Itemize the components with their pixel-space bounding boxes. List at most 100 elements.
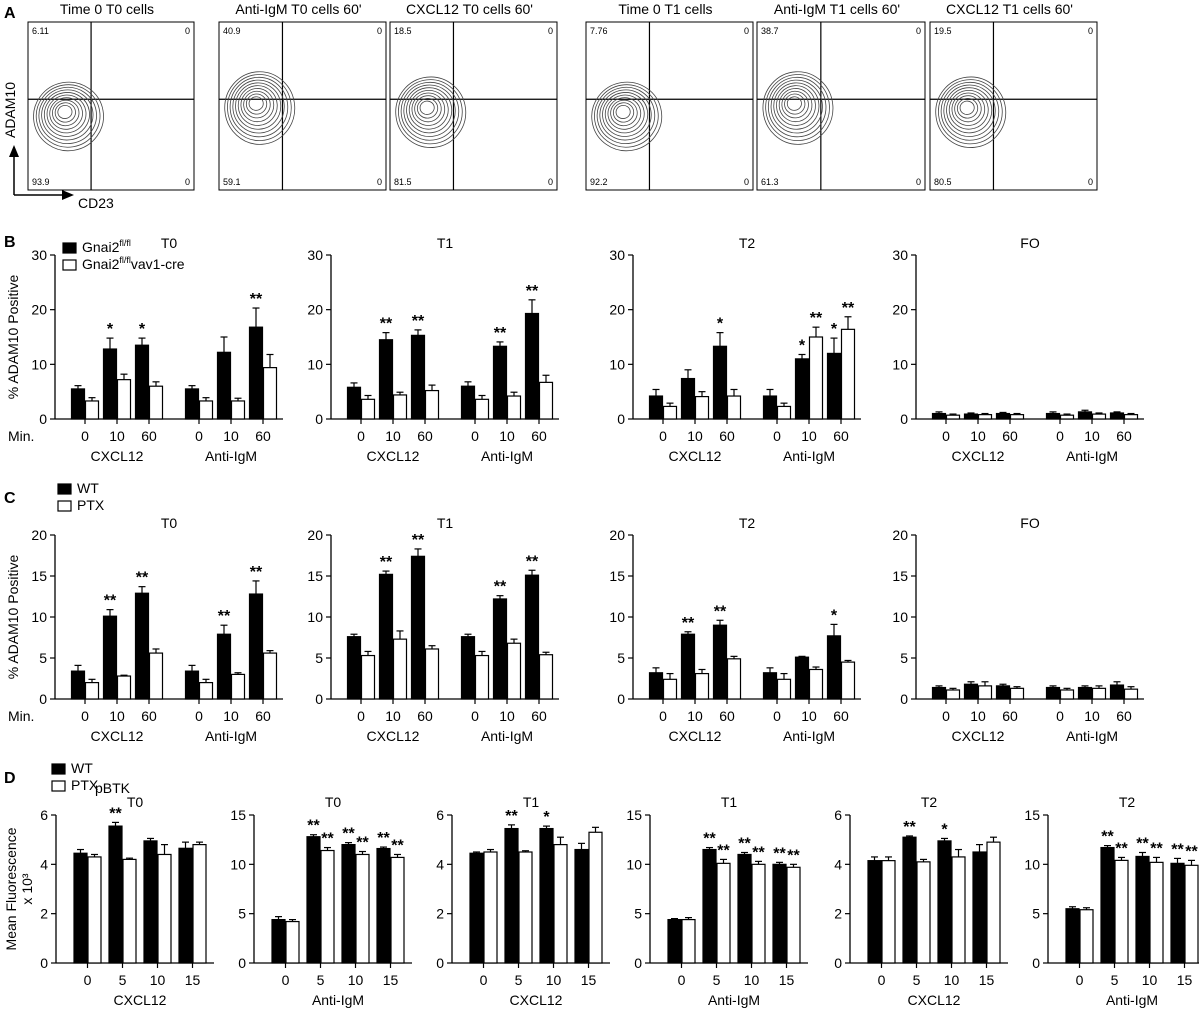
x-tick-label: 10: [348, 972, 364, 988]
x-tick-label: 10: [109, 428, 125, 444]
y-tick-label: 15: [626, 807, 642, 823]
flow-contour-ring: [610, 99, 638, 127]
legend-entry: WT: [71, 760, 93, 776]
y-tick-label: 0: [315, 411, 323, 427]
quadrant-lower-right-value: 0: [548, 177, 553, 187]
group-label: CXCL12: [510, 992, 563, 1008]
bar-open: [751, 863, 766, 964]
significance-marker: **: [321, 831, 334, 848]
flow-contour-ring: [940, 81, 1000, 141]
flow-contour-ring: [607, 97, 642, 130]
bar-filled: [73, 852, 88, 964]
significance-marker: **: [494, 579, 507, 596]
flow-contour-ring: [773, 82, 820, 130]
group-label: CXCL12: [669, 448, 722, 464]
significance-marker: **: [377, 830, 390, 847]
bar-filled: [70, 388, 86, 420]
bar-open: [424, 648, 440, 700]
bar-filled: [667, 918, 682, 964]
group-label: CXCL12: [952, 448, 1005, 464]
legend-swatch: [62, 259, 77, 271]
bar-filled: [648, 672, 664, 700]
y-tick-label: 4: [40, 856, 48, 872]
significance-marker: *: [543, 809, 550, 826]
quadrant-upper-left-value: 40.9: [223, 26, 241, 36]
flow-contour-ring: [776, 85, 816, 126]
bar-open: [588, 831, 603, 964]
flow-contour-ring: [403, 84, 456, 137]
flow-contour-ring: [227, 74, 292, 141]
bar-filled: [70, 670, 86, 700]
bar-open: [1009, 414, 1025, 420]
flow-contours: [935, 76, 1007, 148]
significance-marker: *: [831, 321, 838, 338]
group-label: Anti-IgM: [312, 992, 364, 1008]
flow-contour-ring: [400, 81, 460, 141]
bar-filled: [1065, 908, 1080, 964]
chart-title: T0: [161, 235, 178, 251]
flow-contour-ring: [46, 94, 87, 134]
y-tick-label: 5: [634, 906, 642, 922]
x-tick-label: 0: [480, 972, 488, 988]
x-tick-label: 0: [195, 708, 203, 724]
x-tick-label: 0: [1076, 972, 1084, 988]
y-tick-label: 2: [436, 906, 444, 922]
chart-title: T2: [921, 794, 938, 810]
y-tick-label: 15: [230, 807, 246, 823]
legend-entry-superscript: fl/fl: [119, 255, 131, 265]
bar-open: [776, 678, 792, 700]
quadrant-lower-left-value: 93.9: [32, 177, 50, 187]
bar-filled: [1045, 412, 1061, 420]
x-tick-label: 15: [185, 972, 201, 988]
x-tick-label: 5: [515, 972, 523, 988]
bar-filled: [963, 683, 979, 700]
bar-open: [360, 398, 376, 420]
bar-filled: [995, 685, 1011, 700]
bar-open: [1079, 909, 1094, 964]
chart-d-t0: 0 2 4 6 T0 ** 0 5 10 15 CXCL12 Mean Fluorescence x 1…: [3, 794, 214, 1008]
x-tick-label: 5: [119, 972, 127, 988]
bar-filled: [826, 635, 842, 700]
significance-marker: *: [107, 321, 114, 338]
bar-open: [1059, 414, 1075, 420]
panel-letter-c: C: [4, 490, 16, 507]
x-tick-label: 0: [1056, 428, 1064, 444]
significance-marker: **: [526, 553, 539, 570]
x-tick-label: 60: [531, 428, 547, 444]
significance-marker: **: [1171, 841, 1184, 858]
bar-filled: [492, 598, 508, 700]
bar-filled: [184, 670, 200, 700]
y-tick-label: 5: [238, 906, 246, 922]
bar-open: [84, 681, 100, 700]
bar-open: [808, 336, 824, 420]
flow-contour-ring: [229, 76, 289, 138]
bar-filled: [410, 555, 426, 700]
quadrant-upper-right-value: 0: [1088, 26, 1093, 36]
chart-title: T1: [523, 794, 540, 810]
flow-plot-title: CXCL12 T0 cells 60': [406, 1, 533, 17]
flow-contour-ring: [959, 100, 975, 115]
bar-open: [1123, 688, 1139, 700]
x-tick-label: 0: [357, 428, 365, 444]
y-tick-label: 5: [39, 650, 47, 666]
panel-a: A: [4, 5, 16, 22]
quadrant-upper-left-value: 18.5: [394, 26, 412, 36]
legend-entry-label: Gnai2: [82, 256, 120, 272]
x-tick-label: 60: [1002, 428, 1018, 444]
bar-filled: [306, 836, 321, 964]
bar-filled: [248, 593, 264, 700]
flow-plot: Anti-IgM T0 cells 60' 40.9 0 59.1 0: [218, 1, 387, 191]
y-tick-label: 0: [617, 691, 625, 707]
bar-open: [1059, 689, 1075, 700]
bar-filled: [460, 636, 476, 700]
group-label: Anti-IgM: [1066, 728, 1118, 744]
minutes-row-label: Min.: [8, 428, 34, 444]
x-tick-label: 10: [1084, 708, 1100, 724]
chart-title: T2: [1119, 794, 1136, 810]
legend-entry-tail: vav1-cre: [131, 256, 185, 272]
flow-contour-ring: [240, 88, 275, 123]
group-label: Anti-IgM: [1106, 992, 1158, 1008]
bar-filled: [680, 633, 696, 700]
